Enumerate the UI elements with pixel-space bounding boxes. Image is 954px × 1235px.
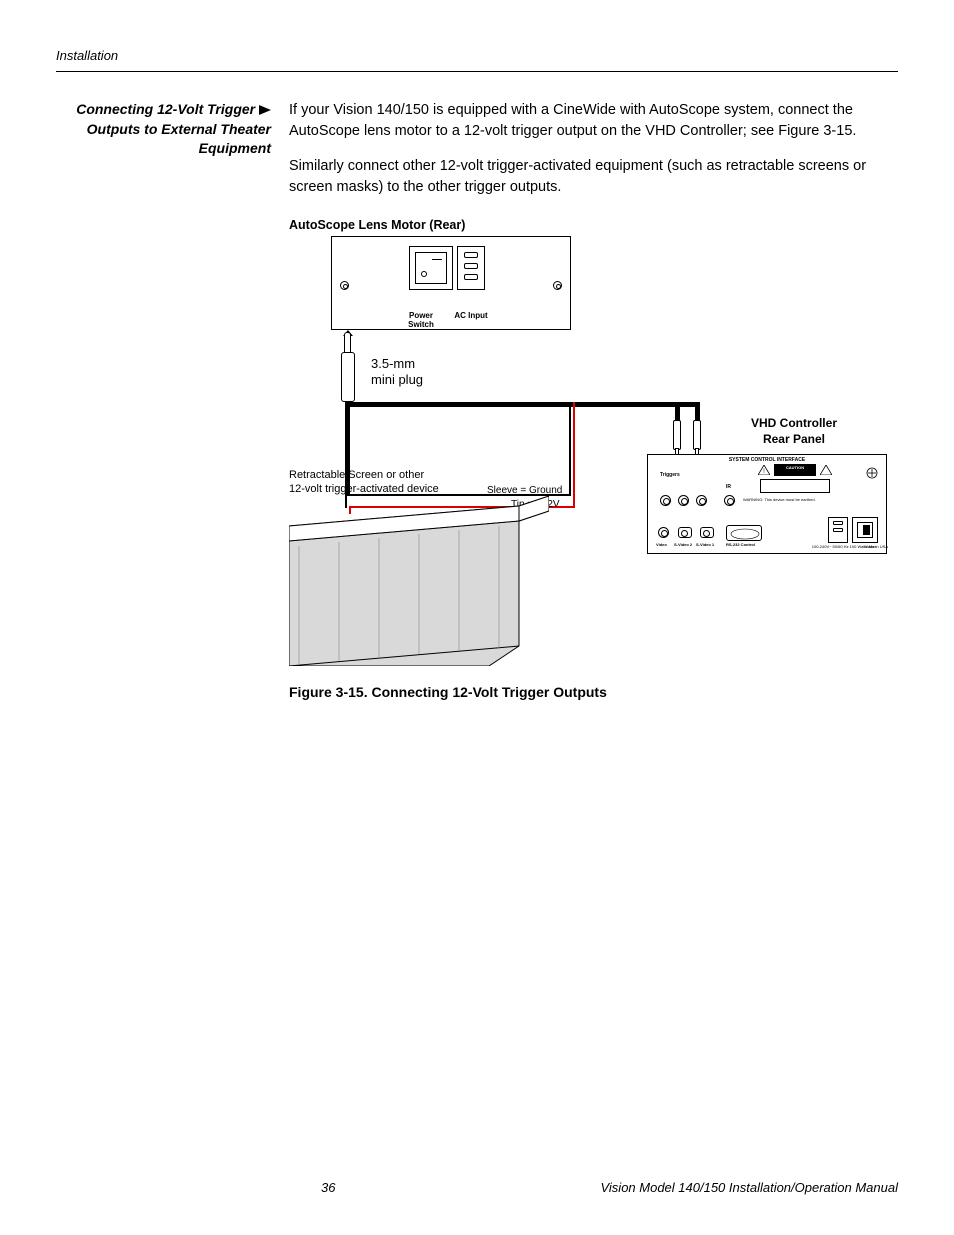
main-column: If your Vision 140/150 is equipped with … <box>289 100 898 702</box>
mini-plug-label: 3.5-mm mini plug <box>371 356 423 389</box>
vhd-header-text: SYSTEM CONTROL INTERFACE <box>648 458 886 463</box>
screen-device-label: Retractable Screen or other 12-volt trig… <box>289 468 439 497</box>
mini-plug-tip <box>344 332 351 354</box>
sidebar-heading: Connecting 12-Volt Trigger Outputs to Ex… <box>56 100 271 158</box>
trigger-port-1 <box>660 495 671 506</box>
figure-top-title: AutoScope Lens Motor (Rear) <box>289 216 465 234</box>
content-row: Connecting 12-Volt Trigger Outputs to Ex… <box>56 100 898 702</box>
sidebar-heading-line2: Outputs to External Theater <box>87 121 271 137</box>
trigger-port-2 <box>678 495 689 506</box>
warning-triangle-icon <box>820 465 832 475</box>
trigger-plug <box>673 420 681 450</box>
page-footer: 36 Vision Model 140/150 Installation/Ope… <box>56 1180 898 1195</box>
ground-symbol-icon <box>866 467 878 479</box>
power-switch-vhd <box>852 517 878 543</box>
footer-doc-title: Vision Model 140/150 Installation/Operat… <box>600 1180 898 1195</box>
rs232-label: RS-232 Control <box>726 543 755 547</box>
svg-text:!: ! <box>763 469 765 475</box>
svideo1-port <box>700 527 714 538</box>
triggers-label: Triggers <box>660 473 680 478</box>
hot-wire <box>573 402 575 508</box>
ac-input-label: AC Input <box>451 312 491 321</box>
retractable-screen-icon <box>289 496 549 666</box>
cable-segment <box>675 402 700 407</box>
warning-text: WARNING: This device must be earthed. <box>743 498 833 502</box>
ac-input <box>457 246 485 290</box>
ir-port <box>724 495 735 506</box>
rs232-port <box>726 525 762 541</box>
mini-plug-body <box>341 352 355 402</box>
sidebar-heading-line3: Equipment <box>199 140 271 156</box>
screw-hole-icon <box>553 281 562 290</box>
svideo2-label: S-Video 2 <box>674 543 692 547</box>
header-rule <box>56 71 898 72</box>
svideo1-label: S-Video 1 <box>696 543 714 547</box>
ground-wire <box>569 402 571 496</box>
ir-label: IR <box>726 485 731 490</box>
svideo2-port <box>678 527 692 538</box>
power-switch-label: Power Switch <box>401 312 441 330</box>
vhd-rear-panel: SYSTEM CONTROL INTERFACE ! CAUTION Trigg… <box>647 454 887 554</box>
figure-caption: Figure 3-15. Connecting 12-Volt Trigger … <box>289 682 898 702</box>
header-section-label: Installation <box>56 48 898 63</box>
paragraph-1: If your Vision 140/150 is equipped with … <box>289 100 898 142</box>
figure-area: AutoScope Lens Motor (Rear) <box>289 216 898 676</box>
video-port <box>658 527 669 538</box>
warning-triangle-icon: ! <box>758 465 770 475</box>
warning-box <box>760 479 830 493</box>
caution-text: CAUTION <box>775 465 815 471</box>
caution-box: CAUTION <box>774 464 816 476</box>
vhd-controller-label: VHD Controller Rear Panel <box>729 416 859 447</box>
cable-segment <box>345 402 675 407</box>
power-inlet <box>828 517 848 543</box>
arrow-marker-icon <box>259 101 271 120</box>
trigger-port-3 <box>696 495 707 506</box>
trigger-plug <box>693 420 701 450</box>
video-label: Video <box>656 543 667 547</box>
sidebar-heading-line1: Connecting 12-Volt Trigger <box>76 101 255 117</box>
sidebar-column: Connecting 12-Volt Trigger Outputs to Ex… <box>56 100 271 702</box>
paragraph-2: Similarly connect other 12-volt trigger-… <box>289 156 898 198</box>
made-in-label: Made in USA <box>848 545 888 549</box>
page-number: 36 <box>56 1180 600 1195</box>
screw-hole-icon <box>340 281 349 290</box>
power-switch <box>409 246 453 290</box>
